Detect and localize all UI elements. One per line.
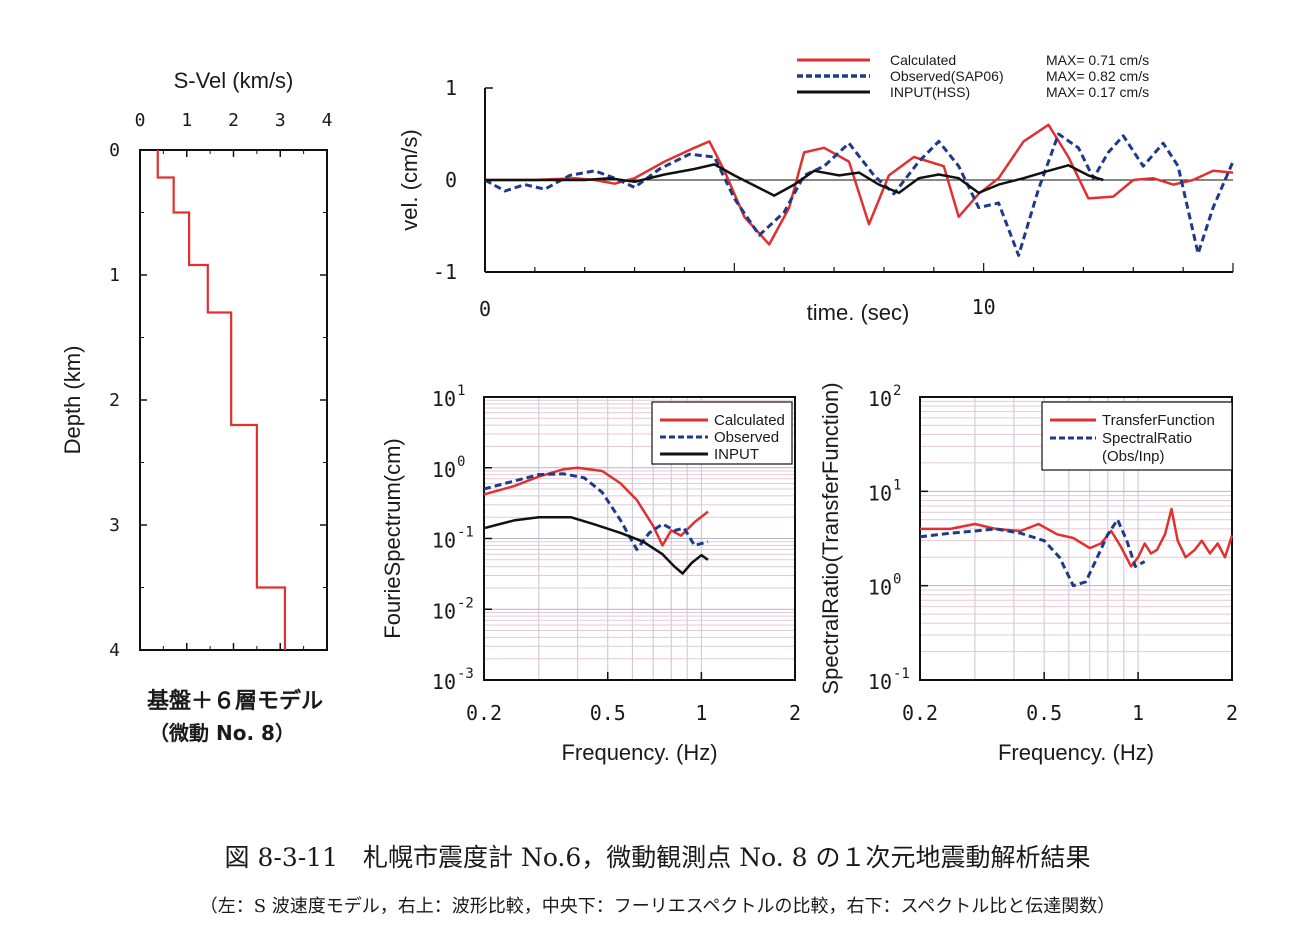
x-tick-label: 1 bbox=[695, 701, 707, 725]
y-tick-label: 1 bbox=[109, 265, 120, 286]
y-tick-base: 10 bbox=[868, 576, 892, 600]
y-tick-exponent: -1 bbox=[893, 666, 910, 682]
x-axis-label: Frequency. (Hz) bbox=[998, 740, 1154, 765]
legend-label: Observed bbox=[714, 429, 779, 446]
x-tick-label: 2 bbox=[1226, 701, 1238, 725]
y-tick-label: 0 bbox=[109, 140, 120, 161]
waveform-series-line bbox=[484, 132, 1235, 257]
legend-max-label: MAX= 0.17 cm/s bbox=[1046, 84, 1149, 100]
y-tick-base: 10 bbox=[432, 670, 456, 694]
y-tick-base: 10 bbox=[432, 458, 456, 482]
x-axis-label: Frequency. (Hz) bbox=[561, 740, 717, 765]
x-tick-label: 2 bbox=[228, 110, 239, 131]
x-tick-label: 0.5 bbox=[590, 701, 626, 725]
legend-label: Calculated bbox=[714, 412, 785, 429]
model-label: 基盤＋６層モデル bbox=[147, 688, 323, 714]
plot-frame bbox=[139, 149, 328, 651]
x-tick-label: 2 bbox=[789, 701, 801, 725]
x-tick-label: 0.5 bbox=[1026, 701, 1062, 725]
y-axis-label: Depth (km) bbox=[60, 346, 85, 455]
y-tick-exponent: 0 bbox=[457, 454, 465, 470]
y-tick-exponent: 0 bbox=[893, 572, 901, 588]
legend-label: INPUT(HSS) bbox=[890, 84, 970, 100]
waveform-series-line bbox=[485, 163, 1104, 197]
y-tick-base: 10 bbox=[432, 529, 456, 553]
figure-subcaption: （左：S 波速度モデル，右上：波形比較，中央下：フーリエスペクトルの比較，右下：… bbox=[199, 896, 1116, 917]
legend-label-line2: (Obs/Inp) bbox=[1102, 448, 1165, 465]
y-tick-base: 10 bbox=[868, 481, 892, 505]
x-tick-label: 0 bbox=[479, 297, 491, 321]
x-tick-label: 0 bbox=[135, 110, 146, 131]
y-tick-exponent: 1 bbox=[457, 383, 465, 399]
waveform-series-line bbox=[485, 123, 1234, 246]
legend-box bbox=[1041, 401, 1233, 471]
y-axis-label: SpectralRatio(TransferFunction) bbox=[818, 382, 843, 694]
y-tick-label: 2 bbox=[109, 390, 120, 411]
spectrum-series-line bbox=[483, 472, 709, 551]
y-tick-label: -1 bbox=[433, 260, 457, 284]
y-tick-label: 4 bbox=[109, 640, 120, 661]
legend-label: TransferFunction bbox=[1102, 412, 1215, 429]
y-tick-label: 1 bbox=[445, 76, 457, 100]
legend-label: Calculated bbox=[890, 52, 956, 68]
spectrum-series-line bbox=[920, 507, 1234, 568]
y-tick-base: 10 bbox=[868, 670, 892, 694]
y-tick-base: 10 bbox=[868, 387, 892, 411]
velocity-profile-line bbox=[156, 150, 287, 650]
spectrum-series-line bbox=[483, 515, 709, 575]
y-tick-exponent: -1 bbox=[457, 525, 474, 541]
y-tick-label: 0 bbox=[445, 168, 457, 192]
figure-caption: 図 8-3-11 札幌市震度計 No.6，微動観測点 No. 8 の１次元地震動… bbox=[224, 843, 1091, 872]
legend-label: INPUT bbox=[714, 446, 759, 463]
legend-max-label: MAX= 0.71 cm/s bbox=[1046, 52, 1149, 68]
chart-title: S-Vel (km/s) bbox=[174, 68, 294, 93]
legend-label: SpectralRatio bbox=[1102, 430, 1192, 447]
x-tick-label: 1 bbox=[181, 110, 192, 131]
x-tick-label: 3 bbox=[275, 110, 286, 131]
y-axis-label: vel. (cm/s) bbox=[397, 129, 422, 230]
y-tick-base: 10 bbox=[432, 387, 456, 411]
spectrum-series-line bbox=[919, 518, 1146, 588]
y-tick-label: 3 bbox=[109, 515, 120, 536]
legend-max-label: MAX= 0.82 cm/s bbox=[1046, 68, 1149, 84]
y-tick-exponent: 1 bbox=[893, 477, 901, 493]
legend-label: Observed(SAP06) bbox=[890, 68, 1004, 84]
y-tick-exponent: -3 bbox=[457, 666, 474, 682]
y-tick-exponent: 2 bbox=[893, 383, 901, 399]
x-tick-label: 0.2 bbox=[466, 701, 502, 725]
x-tick-label: 1 bbox=[1132, 701, 1144, 725]
x-tick-label: 4 bbox=[322, 110, 333, 131]
velocity-profile-chart: 0 1 2 3 4 0 1 2 3 4 S-Vel (km/s) Depth (km) 基盤＋６層モデル… bbox=[60, 68, 332, 745]
x-axis-label: time. (sec) bbox=[807, 300, 910, 325]
y-tick-exponent: -2 bbox=[457, 595, 474, 611]
model-sublabel: （微動 No. 8） bbox=[149, 721, 295, 745]
y-tick-base: 10 bbox=[432, 599, 456, 623]
x-tick-label: 0.2 bbox=[902, 701, 938, 725]
y-axis-label: FourieSpectrum(cm) bbox=[380, 438, 405, 638]
x-tick-label: 10 bbox=[972, 295, 996, 319]
